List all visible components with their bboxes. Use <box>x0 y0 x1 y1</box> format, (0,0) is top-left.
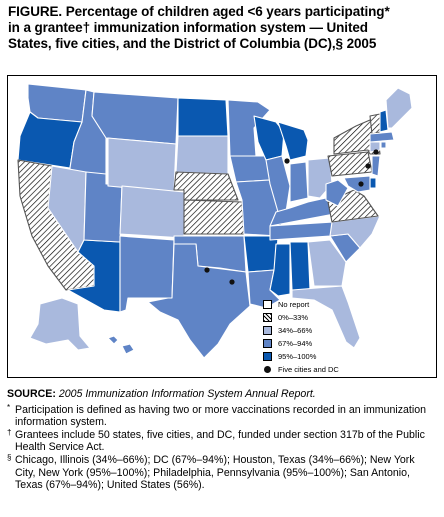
state-md <box>343 175 371 193</box>
state-vt <box>369 113 381 135</box>
footnote-grantees: † Grantees include 50 states, five citie… <box>7 427 437 454</box>
legend-item-67-94: 67%–94% <box>263 337 339 350</box>
state-wa <box>27 83 87 123</box>
title-line-1: FIGURE. Percentage of children aged <6 y… <box>8 4 390 19</box>
source-label: SOURCE: <box>7 388 56 400</box>
legend-label: Five cities and DC <box>278 365 339 374</box>
state-ri <box>380 141 387 149</box>
state-nh <box>379 109 389 133</box>
state-in <box>289 161 309 203</box>
legend-item-34-66: 34%–66% <box>263 324 339 337</box>
state-ks <box>183 199 245 235</box>
title-line-3: States, five cities, and the District of… <box>8 36 377 51</box>
state-hi <box>107 335 135 355</box>
state-mi <box>277 121 309 161</box>
state-ny <box>333 119 381 155</box>
legend-swatch-no-report <box>263 300 272 309</box>
state-wv <box>325 179 349 207</box>
city-dot-philadelphia <box>365 163 371 169</box>
legend-item-cities: Five cities and DC <box>263 363 339 376</box>
footnote-text: Participation is defined as having two o… <box>15 403 427 429</box>
state-de <box>369 177 377 189</box>
city-markers <box>204 149 379 285</box>
legend-swatch-light <box>263 326 272 335</box>
state-tx <box>147 243 251 359</box>
state-ar <box>243 235 279 273</box>
us-map <box>17 83 413 359</box>
footnote-text: Chicago, Illinois (34%–66%); DC (67%–94%… <box>15 453 415 492</box>
map-legend: No report 0%–33% 34%–66% 67%–94% 95%–100… <box>263 298 339 376</box>
state-sd <box>175 135 229 175</box>
state-ct <box>369 141 381 153</box>
footnote-symbol: § <box>7 452 12 462</box>
map-frame: No report 0%–33% 34%–66% 67%–94% 95%–100… <box>7 75 437 378</box>
footnote-participation: * Participation is defined as having two… <box>7 402 437 429</box>
state-fl <box>291 285 361 349</box>
legend-item-no-report: No report <box>263 298 339 311</box>
state-co <box>119 185 185 239</box>
legend-label: 34%–66% <box>278 326 313 335</box>
legend-swatch-hatched <box>263 313 272 322</box>
state-ma <box>369 131 395 143</box>
state-ak <box>29 297 91 351</box>
city-dot-new-york-city <box>373 149 379 155</box>
legend-label: No report <box>278 300 310 309</box>
legend-swatch-dark <box>263 352 272 361</box>
state-nj <box>371 155 381 177</box>
legend-item-0-33: 0%–33% <box>263 311 339 324</box>
state-ne <box>173 171 239 201</box>
title-line-2: in a grantee† immunization information s… <box>8 20 368 35</box>
footnote-symbol: * <box>7 402 11 412</box>
state-wy <box>107 137 177 193</box>
footnote-symbol: † <box>7 427 12 437</box>
state-nc <box>329 215 381 249</box>
legend-label: 95%–100% <box>278 352 317 361</box>
legend-item-95-100: 95%–100% <box>263 350 339 363</box>
legend-swatch-medium <box>263 339 272 348</box>
city-dot-icon <box>264 366 271 373</box>
city-dot-san-antonio <box>204 267 210 273</box>
footnote-cities: § Chicago, Illinois (34%–66%); DC (67%–9… <box>7 452 437 492</box>
states-layer <box>17 83 413 359</box>
state-ia <box>229 155 271 183</box>
city-dot-washington-dc <box>358 181 364 187</box>
legend-label: 67%–94% <box>278 339 313 348</box>
footnote-text: Grantees include 50 states, five cities,… <box>15 428 425 454</box>
state-al <box>289 241 311 291</box>
city-dot-houston <box>229 279 235 285</box>
source-note: SOURCE: 2005 Immunization Information Sy… <box>7 388 437 401</box>
footnotes: SOURCE: 2005 Immunization Information Sy… <box>7 388 437 492</box>
source-text: 2005 Immunization Information System Ann… <box>58 388 316 400</box>
state-pa <box>327 151 373 177</box>
figure-title: FIGURE. Percentage of children aged <6 y… <box>8 4 438 52</box>
state-me <box>385 87 413 129</box>
city-dot-chicago <box>284 158 290 164</box>
state-nd <box>177 97 229 137</box>
state-mt <box>91 91 179 145</box>
legend-label: 0%–33% <box>278 313 309 322</box>
state-ga <box>307 239 347 287</box>
